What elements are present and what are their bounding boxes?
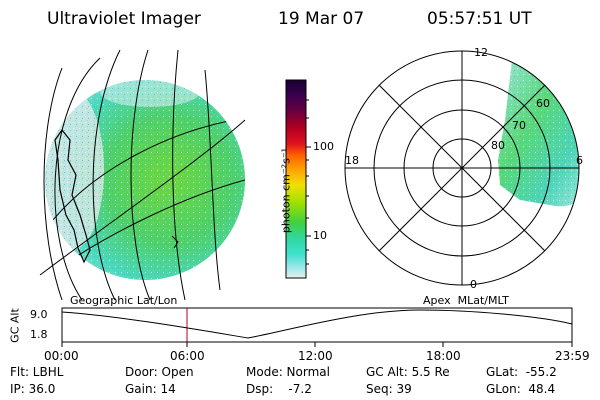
info-flt: Flt: LBHL xyxy=(10,365,64,379)
date-label: 19 Mar 07 xyxy=(278,9,365,29)
strip-xtick-1200: 12:00 xyxy=(298,349,333,363)
strip-xtick-1800: 18:00 xyxy=(426,349,461,363)
info-ip: IP: 36.0 xyxy=(10,382,56,396)
colorbar-tick-10: 10 xyxy=(313,229,327,242)
earth-disk-image xyxy=(45,80,245,280)
strip-ylabel: GC Alt xyxy=(8,308,22,343)
mlt-label-6: 6 xyxy=(576,154,583,167)
mlat-ring-60: 60 xyxy=(536,97,550,110)
colorbar-tick-100: 100 xyxy=(313,140,334,153)
instrument-title: Ultraviolet Imager xyxy=(47,9,201,29)
mlt-label-0: 0 xyxy=(470,278,477,291)
info-glat: GLat: -55.2 xyxy=(486,365,557,379)
time-label: 05:57:51 UT xyxy=(427,9,532,29)
mlt-label-18: 18 xyxy=(345,154,359,167)
colorbar xyxy=(285,79,307,279)
mlat-ring-80: 80 xyxy=(491,139,505,152)
colorbar-unit-label: photon cm⁻²s⁻¹ xyxy=(279,147,293,234)
info-dsp: Dsp: -7.2 xyxy=(246,382,312,396)
info-door: Door: Open xyxy=(125,365,194,379)
info-gain: Gain: 14 xyxy=(125,382,176,396)
colorbar-ticks xyxy=(306,99,311,265)
mlat-ring-70: 70 xyxy=(512,119,526,132)
altitude-strip xyxy=(61,307,573,347)
strip-y-bottom: 1.8 xyxy=(30,328,48,341)
info-seq: Seq: 39 xyxy=(366,382,412,396)
strip-xtick-2359: 23:59 xyxy=(555,349,590,363)
apex-coord-label: Apex MLat/MLT xyxy=(423,294,509,307)
geo-coord-label: Geographic Lat/Lon xyxy=(70,294,178,307)
strip-xtick-0600: 06:00 xyxy=(170,349,205,363)
info-gc-alt: GC Alt: 5.5 Re xyxy=(366,365,450,379)
polar-plot xyxy=(344,50,580,286)
strip-y-top: 9.0 xyxy=(30,308,48,321)
strip-xtick-0000: 00:00 xyxy=(44,349,79,363)
info-glon: GLon: 48.4 xyxy=(486,382,556,396)
info-mode: Mode: Normal xyxy=(246,365,330,379)
mlt-label-12: 12 xyxy=(474,46,488,59)
